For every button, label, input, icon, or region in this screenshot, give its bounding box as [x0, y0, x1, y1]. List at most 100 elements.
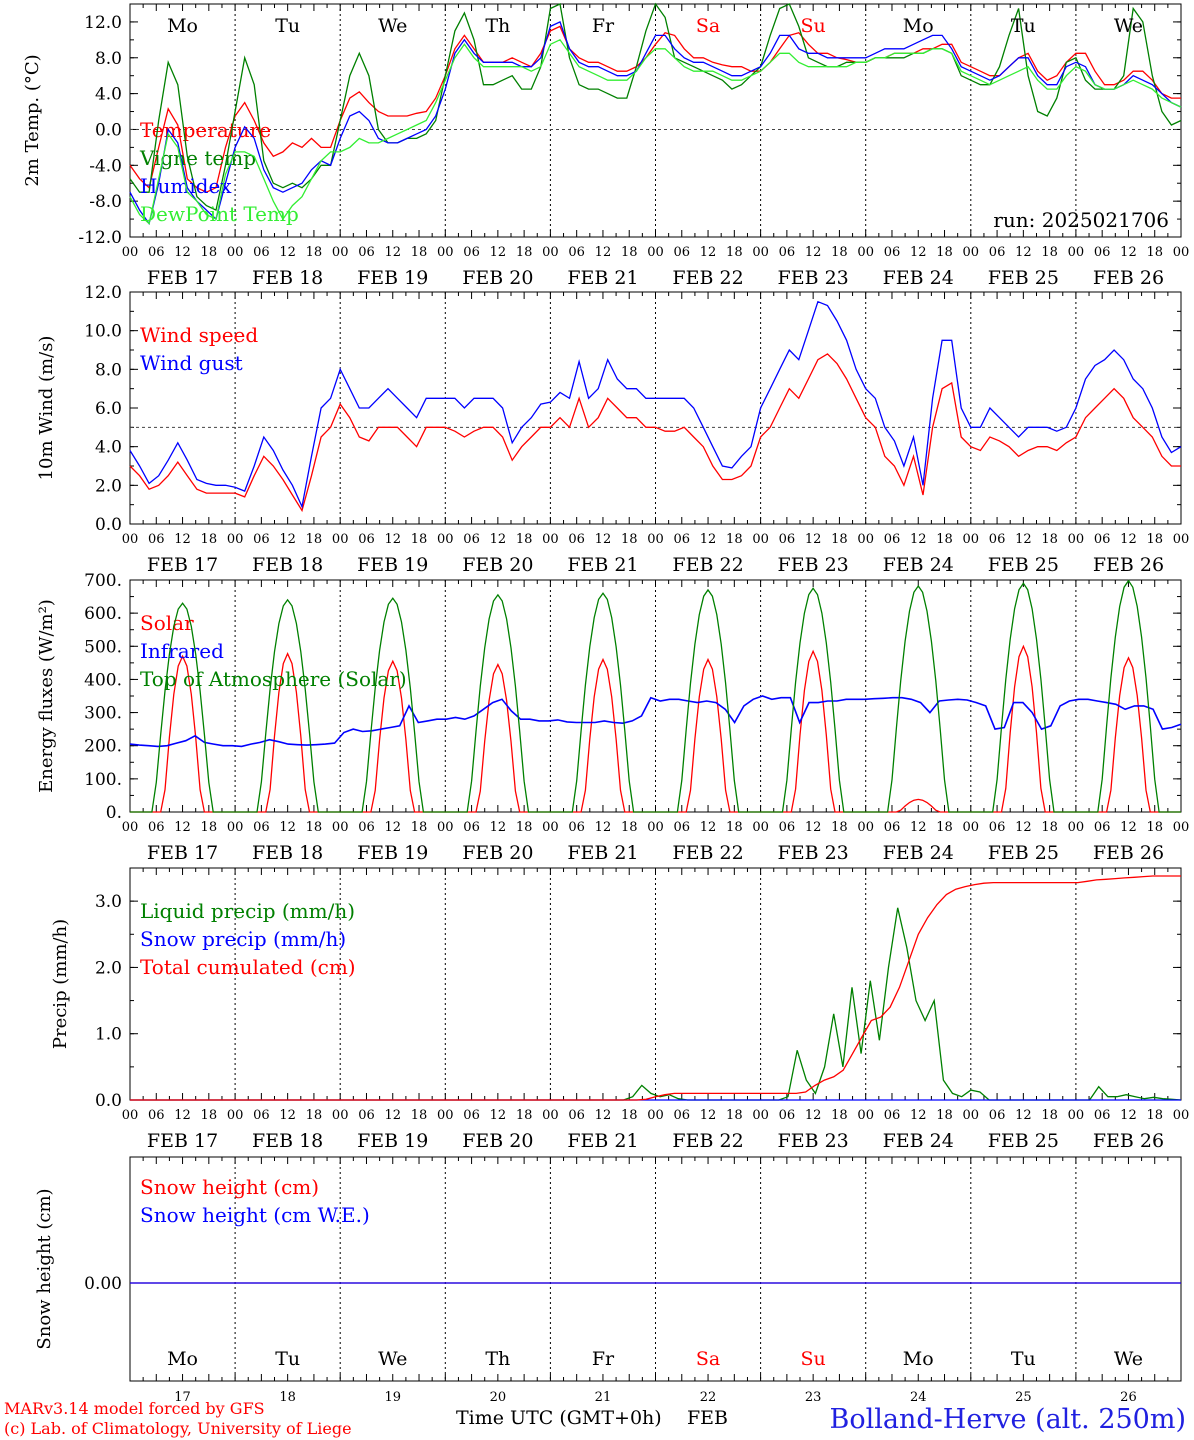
x-hour-label: 06: [674, 245, 691, 260]
x-hour-label: 00: [332, 245, 349, 260]
x-hour-label: 18: [516, 820, 533, 835]
x-hour-label: 18: [1041, 245, 1058, 260]
x-hour-label: 12: [490, 532, 507, 547]
x-hour-label: 06: [989, 820, 1006, 835]
x-hour-label: 00: [542, 820, 559, 835]
x-hour-label: 00: [647, 532, 664, 547]
x-hour-label: 06: [1094, 820, 1111, 835]
x-date-label: FEB 25: [988, 267, 1059, 289]
x-hour-label: 12: [384, 820, 401, 835]
x-hour-label: 00: [1173, 245, 1190, 260]
x-date-label: FEB 25: [988, 842, 1059, 864]
x-hour-label: 06: [253, 1108, 270, 1123]
y-tick-label: -4.0: [89, 156, 122, 176]
x-hour-label: 18: [306, 532, 323, 547]
legend-entry: Top of Atmosphere (Solar): [140, 667, 407, 691]
x-date-label: FEB 24: [883, 267, 954, 289]
y-tick-label: 8.0: [95, 49, 122, 69]
x-hour-label: 00: [1068, 1108, 1085, 1123]
legend-entry: Total cumulated (cm): [140, 955, 356, 979]
x-hour-label: 12: [595, 245, 612, 260]
x-hour-label: 18: [201, 532, 218, 547]
x-hour-label: 06: [148, 245, 165, 260]
x-hour-label: 00: [963, 1108, 980, 1123]
x-hour-label: 18: [201, 1108, 218, 1123]
weekday-label: Tu: [1011, 1348, 1036, 1370]
x-hour-label: 18: [621, 820, 638, 835]
x-hour-label: 18: [201, 820, 218, 835]
x-hour-label: 12: [805, 1108, 822, 1123]
x-date-label: FEB 26: [1093, 554, 1164, 576]
x-hour-label: 18: [831, 1108, 848, 1123]
x-hour-label: 06: [568, 820, 585, 835]
x-hour-label: 06: [779, 820, 796, 835]
x-hour-label: 06: [674, 820, 691, 835]
y-tick-label: 6.0: [95, 399, 122, 419]
y-tick-label: 600.: [84, 604, 122, 624]
x-hour-label: 18: [516, 532, 533, 547]
x-hour-label: 12: [910, 532, 927, 547]
y-axis-title: Snow height (cm): [34, 1188, 55, 1349]
x-hour-label: 18: [1041, 820, 1058, 835]
x-hour-label: 00: [227, 820, 244, 835]
x-hour-label: 06: [253, 532, 270, 547]
x-hour-label: 12: [700, 1108, 717, 1123]
y-axis-title: 2m Temp. (°C): [22, 54, 43, 186]
x-hour-label: 12: [1015, 1108, 1032, 1123]
y-axis-title: Precip (mm/h): [50, 919, 71, 1049]
x-date-label: FEB 18: [252, 554, 323, 576]
x-hour-label: 00: [963, 245, 980, 260]
legend-entry: Snow height (cm W.E.): [140, 1203, 370, 1227]
x-axis-month: FEB: [687, 1407, 728, 1429]
x-hour-label: 12: [595, 820, 612, 835]
x-hour-label: 00: [332, 820, 349, 835]
x-hour-label: 06: [148, 820, 165, 835]
x-hour-label: 00: [437, 245, 454, 260]
x-hour-label: 18: [516, 245, 533, 260]
x-hour-label: 18: [726, 1108, 743, 1123]
x-hour-label: 18: [726, 820, 743, 835]
x-hour-label: 00: [1068, 532, 1085, 547]
y-tick-label: 0.0: [95, 1091, 122, 1111]
x-hour-label: 18: [726, 532, 743, 547]
x-date-label: FEB 17: [147, 267, 218, 289]
x-hour-label: 00: [963, 820, 980, 835]
x-date-label: FEB 21: [567, 554, 638, 576]
x-hour-label: 00: [437, 1108, 454, 1123]
weekday-label: Mo: [167, 15, 198, 37]
day-number-label: 19: [384, 1390, 401, 1405]
x-hour-label: 06: [358, 245, 375, 260]
day-number-label: 21: [595, 1390, 612, 1405]
x-hour-label: 12: [1120, 820, 1137, 835]
day-number-label: 18: [279, 1390, 296, 1405]
x-hour-label: 12: [910, 245, 927, 260]
run-annotation: run: 2025021706: [993, 208, 1169, 232]
x-date-label: FEB 24: [883, 842, 954, 864]
legend-entry: Snow height (cm): [140, 1175, 319, 1199]
x-hour-label: 12: [174, 820, 191, 835]
x-date-label: FEB 20: [462, 267, 533, 289]
y-tick-label: 10.0: [84, 322, 122, 342]
day-number-label: 26: [1120, 1390, 1137, 1405]
x-hour-label: 18: [1041, 532, 1058, 547]
y-tick-label: 0.0: [95, 515, 122, 535]
y-axis-title: 10m Wind (m/s): [36, 336, 57, 481]
x-hour-label: 00: [542, 1108, 559, 1123]
y-tick-label: 300.: [84, 704, 122, 724]
x-hour-label: 00: [122, 532, 139, 547]
x-date-label: FEB 20: [462, 1130, 533, 1152]
x-hour-label: 06: [1094, 1108, 1111, 1123]
weekday-label: Su: [801, 15, 826, 37]
x-hour-label: 06: [358, 1108, 375, 1123]
x-hour-label: 18: [936, 1108, 953, 1123]
legend-entry: Wind gust: [140, 351, 243, 375]
y-tick-label: 0.00: [84, 1274, 122, 1294]
x-hour-label: 00: [122, 820, 139, 835]
x-hour-label: 00: [1068, 820, 1085, 835]
y-tick-label: 4.0: [95, 85, 122, 105]
x-hour-label: 06: [253, 820, 270, 835]
x-hour-label: 00: [122, 245, 139, 260]
x-hour-label: 18: [831, 245, 848, 260]
x-hour-label: 18: [936, 245, 953, 260]
